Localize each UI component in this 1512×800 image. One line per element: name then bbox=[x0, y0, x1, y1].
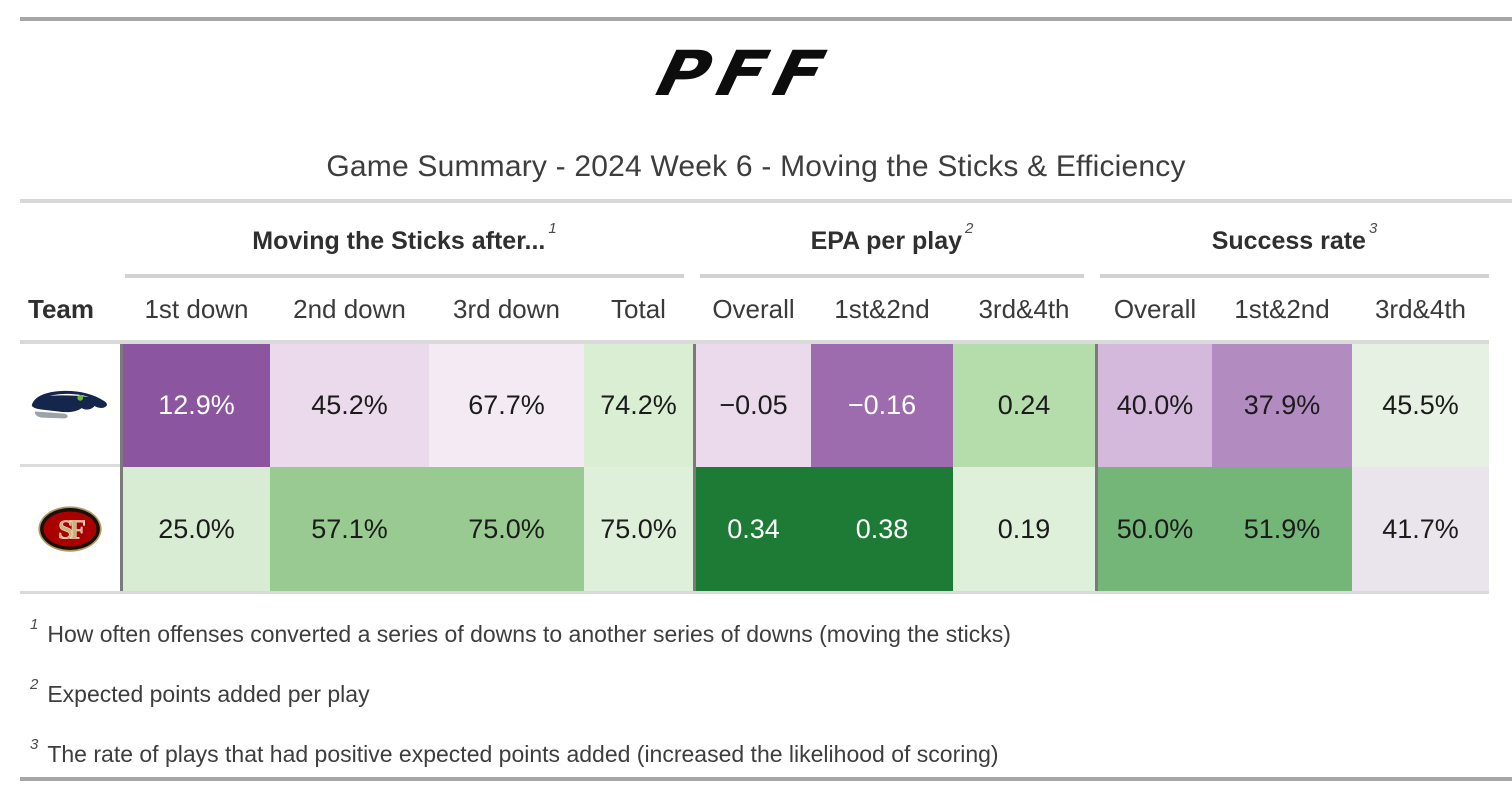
cell-seahawks-sr-1st2nd: 37.9% bbox=[1212, 344, 1352, 467]
team-row-49ers: SF bbox=[20, 467, 120, 591]
footnote-3-text: The rate of plays that had positive expe… bbox=[47, 740, 999, 767]
cell-49ers-sr-3rd4th: 41.7% bbox=[1352, 467, 1489, 591]
cell-49ers-epa-overall: 0.34 bbox=[696, 467, 811, 591]
group-header-success-rate-label: Success rate bbox=[1211, 226, 1366, 255]
cell-seahawks-sr-overall: 40.0% bbox=[1098, 344, 1212, 467]
column-header-1st-down: 1st down bbox=[144, 293, 249, 324]
49ers-logo-icon: SF bbox=[38, 506, 102, 552]
cell-seahawks-sticks-total: 74.2% bbox=[584, 344, 693, 467]
cell-seahawks-sticks-3rd-down: 67.7% bbox=[429, 344, 584, 467]
table-bottom-divider bbox=[20, 591, 1489, 594]
page-title: Game Summary - 2024 Week 6 - Moving the … bbox=[326, 150, 1186, 183]
cell-seahawks-sr-3rd4th: 45.5% bbox=[1352, 344, 1489, 467]
column-header-sr-1st2nd: 1st&2nd bbox=[1234, 293, 1330, 324]
group-header-success-rate: Success rate 3 bbox=[1100, 208, 1489, 278]
column-header-sr-3rd4th: 3rd&4th bbox=[1374, 293, 1467, 324]
group-header-epa: EPA per play 2 bbox=[700, 208, 1084, 278]
cell-49ers-sticks-total: 75.0% bbox=[584, 467, 693, 591]
footnote-3: 3 The rate of plays that had positive ex… bbox=[30, 724, 1490, 784]
footnote-3-marker: 3 bbox=[30, 735, 39, 753]
pff-logo-text: PFF bbox=[650, 38, 841, 108]
group-header-moving-sticks: Moving the Sticks after... 1 bbox=[125, 208, 684, 278]
cell-seahawks-epa-1st2nd: −0.16 bbox=[811, 344, 953, 467]
footnotes: 1 How often offenses converted a series … bbox=[30, 604, 1490, 784]
column-header-epa-overall: Overall bbox=[712, 293, 795, 324]
group-header-moving-sticks-label: Moving the Sticks after... bbox=[252, 226, 546, 255]
cell-49ers-epa-1st2nd: 0.38 bbox=[811, 467, 953, 591]
cell-49ers-sr-1st2nd: 51.9% bbox=[1212, 467, 1352, 591]
column-header-sr-overall: Overall bbox=[1113, 293, 1197, 324]
vertical-divider-epa bbox=[693, 344, 696, 591]
seahawks-logo-icon bbox=[31, 390, 107, 419]
cell-seahawks-sticks-2nd-down: 45.2% bbox=[270, 344, 429, 467]
footnote-1: 1 How often offenses converted a series … bbox=[30, 604, 1490, 664]
footnote-ref-3: 3 bbox=[1368, 219, 1378, 237]
header-divider bbox=[20, 340, 1489, 344]
column-header-2nd-down: 2nd down bbox=[293, 293, 406, 324]
stats-table: Moving the Sticks after... 1 EPA per pla… bbox=[20, 208, 1489, 594]
footnote-2-text: Expected points added per play bbox=[47, 680, 370, 707]
footnote-1-marker: 1 bbox=[30, 615, 39, 633]
cell-seahawks-sticks-1st-down: 12.9% bbox=[123, 344, 270, 467]
vertical-divider-team bbox=[120, 344, 123, 591]
seahawks-eye bbox=[77, 394, 84, 401]
pff-logo-icon: PFF bbox=[650, 37, 841, 109]
cell-49ers-sticks-1st-down: 25.0% bbox=[123, 467, 270, 591]
pff-logo: PFF bbox=[638, 37, 874, 113]
top-divider bbox=[20, 17, 1512, 21]
footnote-ref-2: 2 bbox=[965, 219, 974, 237]
footnote-1-text: How often offenses converted a series of… bbox=[47, 620, 1011, 647]
team-row-seahawks bbox=[20, 344, 120, 467]
cell-49ers-sr-overall: 50.0% bbox=[1098, 467, 1212, 591]
column-header-team: Team bbox=[28, 293, 94, 324]
column-header-3rd-down: 3rd down bbox=[453, 293, 560, 324]
cell-49ers-sticks-2nd-down: 57.1% bbox=[270, 467, 429, 591]
cell-seahawks-epa-overall: −0.05 bbox=[696, 344, 811, 467]
group-header-epa-label: EPA per play bbox=[810, 226, 963, 255]
footnote-2: 2 Expected points added per play bbox=[30, 664, 1490, 724]
cell-49ers-sticks-3rd-down: 75.0% bbox=[429, 467, 584, 591]
cell-49ers-epa-3rd4th: 0.19 bbox=[953, 467, 1095, 591]
vertical-divider-success bbox=[1095, 344, 1098, 591]
49ers-sf-monogram: SF bbox=[58, 514, 85, 545]
bottom-divider bbox=[20, 777, 1512, 781]
footnote-ref-1: 1 bbox=[548, 219, 557, 237]
title-divider bbox=[20, 199, 1512, 203]
cell-seahawks-epa-3rd4th: 0.24 bbox=[953, 344, 1095, 467]
footnote-2-marker: 2 bbox=[30, 675, 39, 693]
column-header-epa-3rd4th: 3rd&4th bbox=[978, 293, 1070, 324]
column-header-epa-1st2nd: 1st&2nd bbox=[834, 293, 930, 324]
column-header-total: Total bbox=[611, 293, 666, 324]
